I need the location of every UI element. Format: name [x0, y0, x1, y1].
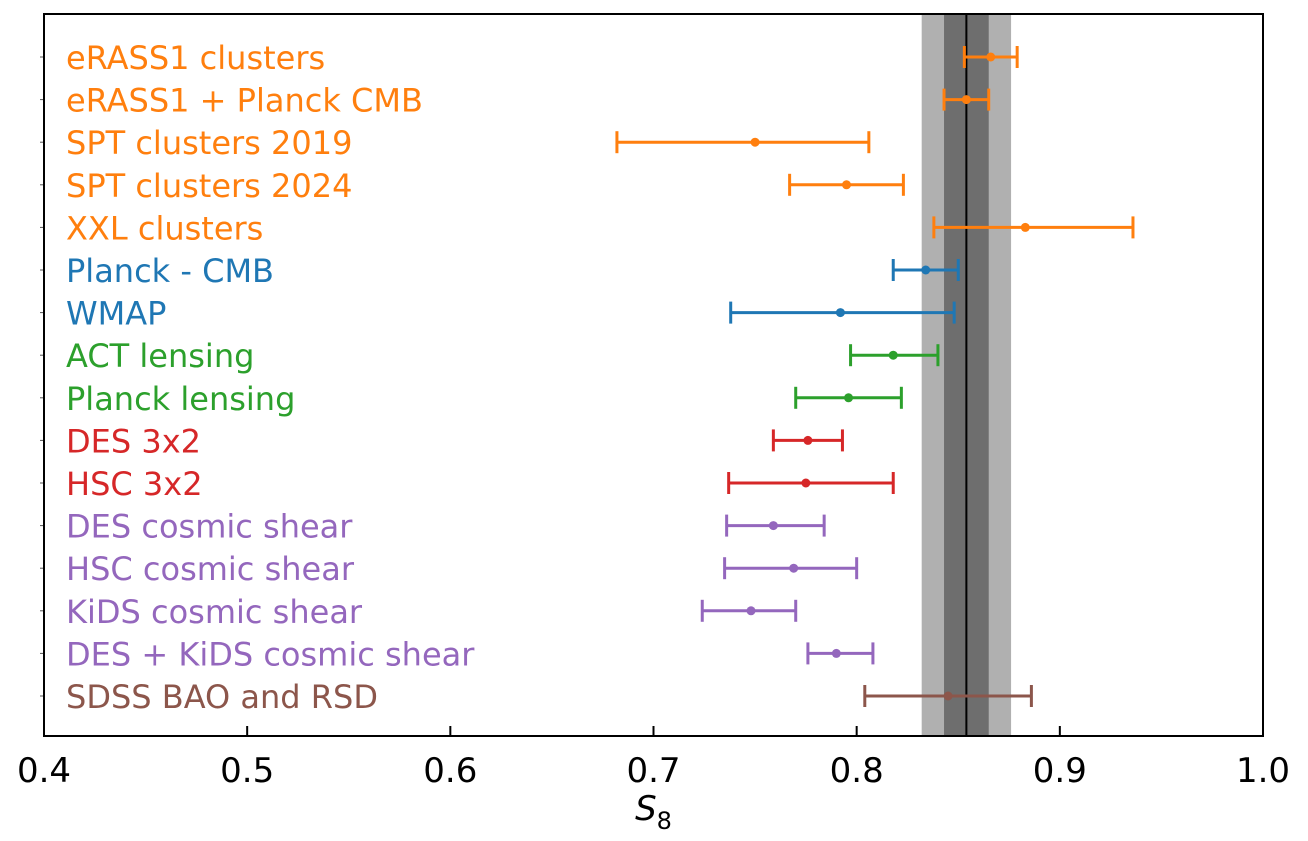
survey-label: DES + KiDS cosmic shear [66, 635, 475, 673]
x-axis-label-subscript: 8 [657, 807, 672, 835]
survey-label: eRASS1 + Planck CMB [66, 82, 423, 120]
data-point [961, 95, 971, 105]
errorbar-hsc-3x2 [727, 472, 895, 494]
survey-label: WMAP [66, 295, 166, 333]
errorbar-erass1-clusters [962, 46, 1019, 68]
errorbar-planck-lensing [794, 386, 903, 409]
data-point [831, 648, 841, 658]
data-point [943, 691, 953, 701]
data-point [986, 52, 996, 62]
data-point [835, 308, 845, 318]
x-tick-label: 0.6 [423, 751, 477, 791]
data-point [888, 350, 898, 360]
errorbar-sdss-bao-and-rsd [863, 685, 1033, 707]
survey-label: SDSS BAO and RSD [66, 678, 378, 716]
x-tick-label: 0.8 [830, 751, 884, 791]
survey-label: eRASS1 clusters [66, 39, 325, 77]
survey-labels: eRASS1 clusters eRASS1 + Planck CMB SPT cl… [66, 39, 475, 716]
errorbar-spt-clusters-2019 [615, 131, 871, 154]
survey-label: Planck - CMB [66, 252, 274, 290]
data-point [803, 435, 813, 445]
errorbar-erass1-planck-cmb [942, 88, 991, 111]
data-point [844, 393, 854, 403]
data-point [842, 180, 852, 190]
x-tick-label: 0.5 [220, 751, 274, 791]
data-point [768, 521, 778, 531]
x-axis-label: S8 [635, 789, 672, 835]
survey-label: SPT clusters 2019 [66, 124, 352, 162]
errorbar-des-kids-cosmic-shear [806, 642, 875, 665]
data-point [750, 137, 760, 147]
errorbar-xxl-clusters [932, 216, 1135, 239]
survey-label: DES 3x2 [66, 422, 201, 460]
x-tick-label: 1.0 [1236, 751, 1290, 791]
data-point [801, 478, 811, 488]
survey-label: KiDS cosmic shear [66, 593, 363, 631]
survey-label: DES cosmic shear [66, 508, 353, 546]
x-axis: 0.4 0.5 0.6 0.7 0.8 0.9 1.0 [17, 726, 1290, 791]
survey-label: HSC 3x2 [66, 465, 203, 503]
errorbar-planck-cmb [891, 259, 960, 281]
reference-bands [921, 14, 1012, 736]
errorbar-wmap [729, 301, 956, 324]
errorbar-act-lensing [849, 344, 940, 367]
x-tick-label: 0.4 [17, 751, 71, 791]
data-point [921, 265, 931, 275]
errorbar-des-cosmic-shear [725, 514, 826, 537]
errorbar-kids-cosmic-shear [700, 599, 798, 622]
error-bars [615, 46, 1135, 707]
errorbar-spt-clusters-2024 [788, 173, 905, 196]
errorbar-hsc-cosmic-shear [723, 557, 859, 580]
data-point [1020, 222, 1030, 232]
x-tick-label: 0.9 [1033, 751, 1087, 791]
survey-label: HSC cosmic shear [66, 550, 355, 588]
survey-label: Planck lensing [66, 380, 295, 418]
data-point [746, 606, 756, 616]
survey-label: ACT lensing [66, 337, 254, 375]
x-tick-label: 0.7 [626, 751, 680, 791]
x-axis-label-main: S [635, 789, 657, 829]
errorbar-des-3x2 [771, 429, 844, 452]
survey-label: SPT clusters 2024 [66, 167, 352, 205]
survey-label: XXL clusters [66, 209, 263, 247]
data-point [789, 563, 799, 573]
